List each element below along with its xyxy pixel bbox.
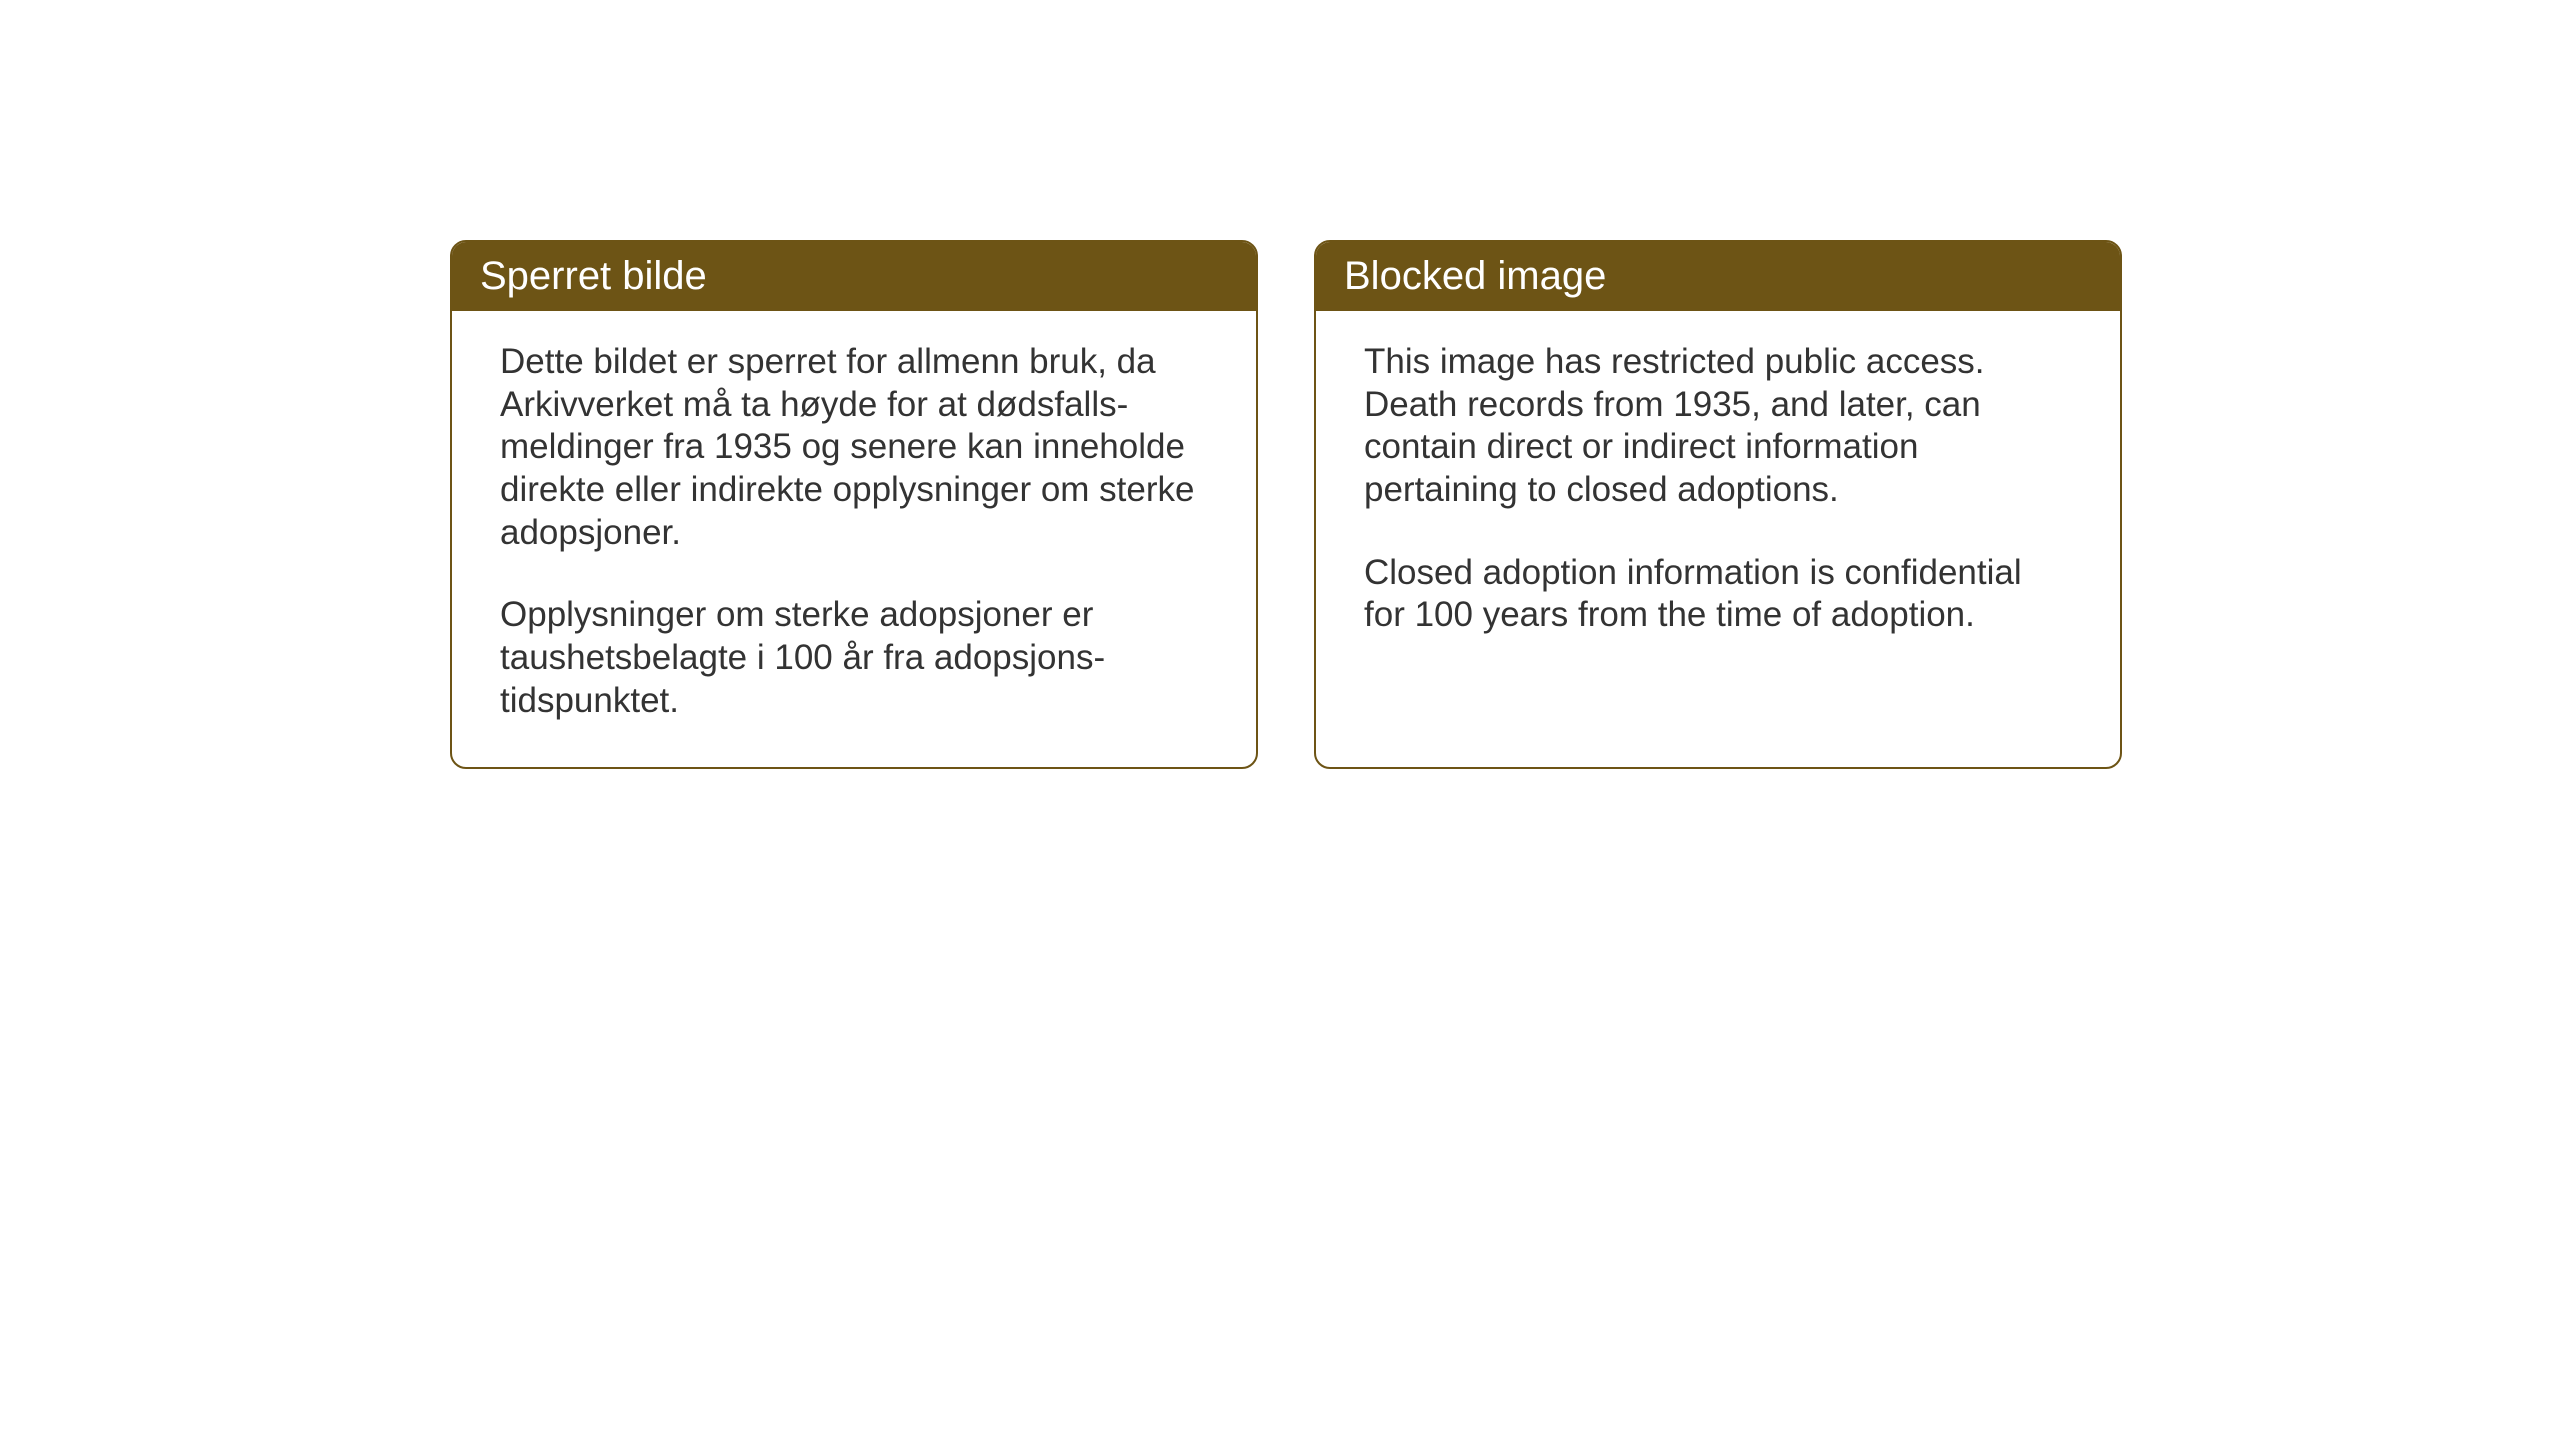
panel-english: Blocked image This image has restricted … [1314,240,2122,769]
panel-text: This image has restricted public access.… [1364,341,2072,637]
panel-body-english: This image has restricted public access.… [1316,311,2120,681]
paragraph-2: Closed adoption information is confident… [1364,552,2072,637]
paragraph-1: This image has restricted public access.… [1364,341,2072,512]
panel-title: Blocked image [1344,254,1606,298]
panel-norwegian: Sperret bilde Dette bildet er sperret fo… [450,240,1258,769]
panels-container: Sperret bilde Dette bildet er sperret fo… [450,240,2122,769]
panel-title: Sperret bilde [480,254,707,298]
panel-text: Dette bildet er sperret for allmenn bruk… [500,341,1208,723]
panel-header-english: Blocked image [1316,242,2120,311]
panel-header-norwegian: Sperret bilde [452,242,1256,311]
panel-body-norwegian: Dette bildet er sperret for allmenn bruk… [452,311,1256,767]
paragraph-2: Opplysninger om sterke adopsjoner er tau… [500,594,1208,722]
paragraph-1: Dette bildet er sperret for allmenn bruk… [500,341,1208,554]
